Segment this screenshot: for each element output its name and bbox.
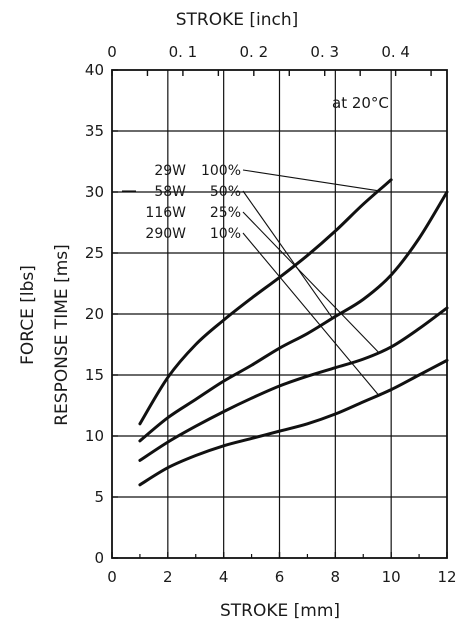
- x2-tick-label: 0. 3: [310, 43, 339, 61]
- legend-watt: 290W: [145, 226, 186, 242]
- legend-watt: 58W: [154, 184, 186, 200]
- y-tick-label: 25: [85, 244, 104, 262]
- legend-leader-line: [242, 190, 333, 319]
- y-axis-title-outer: FORCE [lbs]: [18, 265, 38, 365]
- x2-tick-label: 0. 2: [240, 43, 269, 61]
- series-line: [138, 358, 449, 487]
- y-tick-label: 30: [85, 183, 104, 201]
- series-lines: [138, 178, 449, 487]
- y-tick-label: 5: [94, 488, 104, 506]
- x-axis-title: STROKE [mm]: [220, 601, 340, 621]
- y-tick-label: 35: [85, 122, 104, 140]
- x-tick-label: 10: [382, 568, 401, 586]
- x-tick-label: 4: [219, 568, 229, 586]
- legend-duty: 25%: [210, 205, 241, 221]
- y-tick-label: 40: [85, 61, 104, 79]
- series-line: [138, 306, 449, 462]
- x2-tick-label: 0. 4: [381, 43, 410, 61]
- x-tick-label: 6: [275, 568, 285, 586]
- legend-leader-lines: [122, 169, 380, 396]
- legend-leader-line: [242, 169, 379, 192]
- legend: 29W 100% 58W 50% 116W 25% 290W 10%: [145, 163, 241, 242]
- y-tick-label: 20: [85, 305, 104, 323]
- grid-lines: [112, 70, 447, 558]
- legend-watt: 29W: [154, 163, 186, 179]
- x-tick-label: 12: [437, 568, 456, 586]
- x-tick-label: 8: [331, 568, 341, 586]
- x2-tick-label: 0. 1: [169, 43, 198, 61]
- series-line: [138, 190, 449, 443]
- y-tick-label: 10: [85, 427, 104, 445]
- x-tick-label: 2: [163, 568, 173, 586]
- series-line: [138, 178, 393, 426]
- legend-duty: 10%: [210, 226, 241, 242]
- y-tick-label: 15: [85, 366, 104, 384]
- legend-duty: 100%: [201, 163, 241, 179]
- y-axis-title-inner: RESPONSE TIME [ms]: [52, 244, 72, 426]
- x-tick-label: 0: [107, 568, 117, 586]
- y-tick-label: 0: [94, 549, 104, 567]
- x2-axis-title: STROKE [inch]: [176, 10, 299, 30]
- axis-ticks: [111, 69, 448, 559]
- x2-tick-label: 0: [107, 43, 117, 61]
- legend-watt: 116W: [145, 205, 186, 221]
- legend-leader-line: [242, 211, 379, 353]
- temperature-annotation: at 20°C: [332, 94, 389, 112]
- legend-leader-line: [242, 232, 380, 396]
- legend-duty: 50%: [210, 184, 241, 200]
